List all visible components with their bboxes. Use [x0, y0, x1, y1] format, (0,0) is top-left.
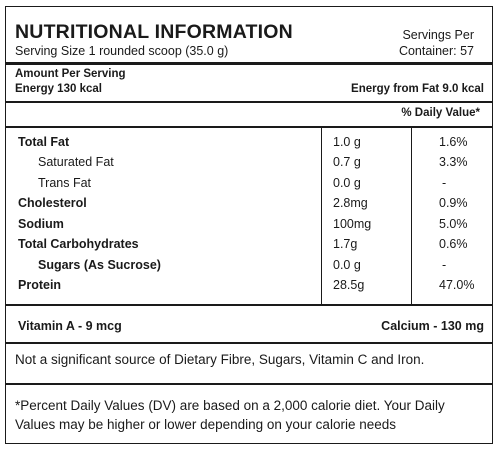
amount-column-divider	[321, 126, 322, 304]
nutrient-name: Trans Fat	[38, 176, 92, 190]
nutrient-amount: 1.7g	[333, 237, 358, 251]
servings-per-container-line1: Servings Per	[402, 28, 474, 42]
energy-from-fat: Energy from Fat 9.0 kcal	[351, 83, 484, 95]
nutrient-dv: 0.9%	[439, 196, 468, 210]
nutrient-amount: 0.0 g	[333, 176, 361, 190]
nutrient-dv: 3.3%	[439, 155, 468, 169]
nutrient-dv: -	[442, 176, 447, 190]
nutrient-name: Total Carbohydrates	[18, 237, 139, 251]
nutrient-amount: 100mg	[333, 217, 372, 231]
nutrient-dv: 0.6%	[439, 237, 468, 251]
nutrient-amount: 0.7 g	[333, 155, 361, 169]
nutrient-dv: 47.0%	[439, 278, 475, 292]
nutrient-dv: 1.6%	[439, 135, 468, 149]
nutrient-amount: 28.5g	[333, 278, 365, 292]
amount-per-serving-heading: Amount Per Serving	[15, 68, 126, 80]
nutrient-name: Total Fat	[18, 135, 70, 149]
nutrient-name: Sodium	[18, 217, 64, 231]
daily-value-footnote-line2: Values may be higher or lower depending …	[15, 417, 396, 432]
nutrient-dv: -	[442, 258, 447, 272]
vitamins-divider	[6, 342, 492, 344]
nutrient-name: Sugars (As Sucrose)	[38, 258, 161, 272]
label-title: NUTRITIONAL INFORMATION	[15, 21, 293, 43]
not-significant-source-note: Not a significant source of Dietary Fibr…	[15, 352, 425, 367]
nutrient-name: Protein	[18, 278, 62, 292]
calcium: Calcium - 130 mg	[381, 319, 484, 333]
energy-value: Energy 130 kcal	[15, 83, 102, 95]
serving-size: Serving Size 1 rounded scoop (35.0 g)	[15, 44, 229, 58]
daily-value-footnote-line1: *Percent Daily Values (DV) are based on …	[15, 398, 445, 413]
daily-value-header: % Daily Value*	[401, 107, 480, 119]
nutrient-name: Saturated Fat	[38, 155, 114, 169]
amount-divider	[6, 101, 492, 103]
notes-divider	[6, 383, 492, 385]
nutrient-dv: 5.0%	[439, 217, 468, 231]
nutrition-facts-label: NUTRITIONAL INFORMATION Serving Size 1 r…	[5, 6, 493, 444]
header-divider	[6, 62, 492, 65]
table-top-divider	[6, 126, 492, 128]
nutrient-amount: 1.0 g	[333, 135, 361, 149]
vitamin-a: Vitamin A - 9 mcg	[18, 319, 122, 333]
nutrient-name: Cholesterol	[18, 196, 87, 210]
nutrient-amount: 2.8mg	[333, 196, 368, 210]
dv-column-divider	[411, 126, 412, 304]
nutrient-amount: 0.0 g	[333, 258, 361, 272]
table-bottom-divider	[6, 304, 492, 306]
servings-per-container-line2: Container: 57	[398, 44, 474, 58]
